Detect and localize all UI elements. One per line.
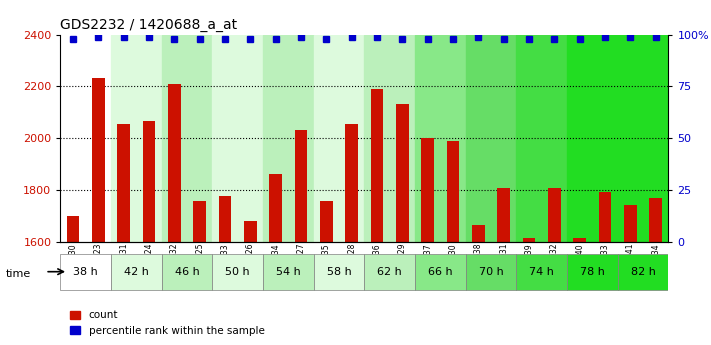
Bar — [193, 201, 206, 242]
Bar — [466, 34, 491, 242]
Text: GDS2232 / 1420688_a_at: GDS2232 / 1420688_a_at — [60, 18, 237, 32]
Bar — [516, 254, 567, 289]
Bar — [213, 34, 237, 242]
Text: 66 h: 66 h — [428, 267, 453, 277]
Bar — [649, 197, 662, 241]
Text: time: time — [6, 269, 31, 279]
Text: 54 h: 54 h — [276, 267, 301, 277]
Bar — [548, 188, 561, 241]
Bar — [643, 34, 668, 242]
Bar — [516, 34, 542, 242]
Bar — [219, 196, 231, 241]
Bar — [60, 254, 111, 289]
Bar — [162, 34, 187, 242]
Bar — [447, 141, 459, 242]
Bar — [111, 34, 137, 242]
Bar — [624, 205, 636, 241]
Bar — [364, 254, 415, 289]
Bar — [542, 34, 567, 242]
Bar — [618, 34, 643, 242]
Text: 50 h: 50 h — [225, 267, 250, 277]
Bar — [415, 34, 440, 242]
Bar — [440, 34, 466, 242]
Text: 42 h: 42 h — [124, 267, 149, 277]
Bar — [491, 34, 516, 242]
Bar — [143, 121, 156, 242]
Bar — [263, 34, 289, 242]
Bar — [237, 34, 263, 242]
Bar — [498, 188, 510, 241]
Bar — [314, 34, 339, 242]
Bar — [472, 225, 485, 241]
Bar — [289, 34, 314, 242]
Bar — [567, 34, 592, 242]
Bar — [117, 124, 130, 242]
Bar — [415, 254, 466, 289]
Bar — [364, 34, 390, 242]
Bar — [573, 238, 586, 242]
Bar — [137, 34, 162, 242]
Text: 58 h: 58 h — [326, 267, 351, 277]
Bar — [466, 254, 516, 289]
Bar — [263, 254, 314, 289]
Text: 82 h: 82 h — [631, 267, 656, 277]
Text: 74 h: 74 h — [529, 267, 554, 277]
Bar — [567, 254, 618, 289]
Text: 38 h: 38 h — [73, 267, 98, 277]
Bar — [213, 254, 263, 289]
Bar — [295, 130, 307, 242]
Bar — [370, 89, 383, 242]
Bar — [92, 79, 105, 242]
Text: 46 h: 46 h — [175, 267, 200, 277]
Bar — [592, 34, 618, 242]
Bar — [523, 238, 535, 242]
Bar — [67, 216, 80, 242]
Legend: count, percentile rank within the sample: count, percentile rank within the sample — [65, 306, 269, 340]
Bar — [111, 254, 162, 289]
Bar — [422, 138, 434, 241]
Bar — [162, 254, 213, 289]
Bar — [244, 221, 257, 242]
Text: 78 h: 78 h — [580, 267, 605, 277]
Bar — [346, 124, 358, 242]
Bar — [168, 84, 181, 242]
Bar — [339, 34, 365, 242]
Bar — [390, 34, 415, 242]
Text: 62 h: 62 h — [378, 267, 402, 277]
Bar — [396, 105, 409, 241]
Text: 70 h: 70 h — [479, 267, 503, 277]
Bar — [187, 34, 213, 242]
Bar — [320, 201, 333, 242]
Bar — [618, 254, 668, 289]
Bar — [314, 254, 364, 289]
Bar — [269, 174, 282, 241]
Bar — [599, 193, 611, 242]
